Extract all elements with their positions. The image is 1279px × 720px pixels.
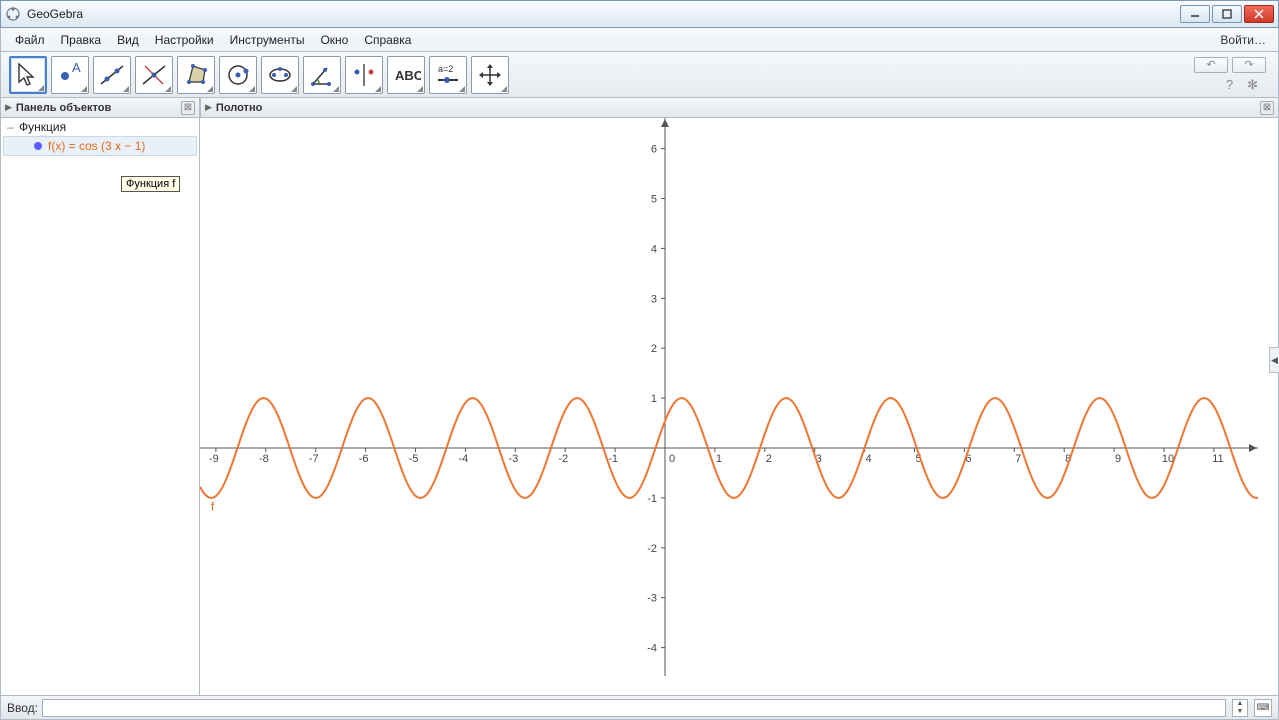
input-history-stepper[interactable]: ▲▼ bbox=[1232, 699, 1248, 717]
toolbar-right: ↶ ↷ ? ✻ bbox=[1194, 57, 1266, 93]
tool-text[interactable]: ABC bbox=[387, 56, 425, 94]
close-button[interactable] bbox=[1244, 5, 1274, 23]
svg-text:1: 1 bbox=[651, 393, 657, 405]
graphics-panel-close[interactable]: ⊠ bbox=[1260, 101, 1274, 115]
svg-text:2: 2 bbox=[766, 453, 772, 465]
svg-text:2: 2 bbox=[651, 343, 657, 355]
menubar: ФайлПравкаВидНастройкиИнструментыОкноСпр… bbox=[0, 28, 1279, 52]
menu-item-Окно[interactable]: Окно bbox=[312, 31, 356, 49]
menu-item-Справка[interactable]: Справка bbox=[356, 31, 419, 49]
svg-text:4: 4 bbox=[651, 243, 657, 255]
svg-text:-1: -1 bbox=[647, 493, 657, 505]
keyboard-button[interactable]: ⌨ bbox=[1254, 699, 1272, 717]
svg-text:-2: -2 bbox=[558, 453, 568, 465]
window-controls bbox=[1180, 5, 1274, 23]
menu-item-Файл[interactable]: Файл bbox=[7, 31, 53, 49]
input-label: Ввод: bbox=[7, 701, 38, 715]
svg-text:a=2: a=2 bbox=[438, 64, 453, 74]
svg-text:7: 7 bbox=[1015, 453, 1021, 465]
tool-polygon[interactable] bbox=[177, 56, 215, 94]
svg-text:-7: -7 bbox=[309, 453, 319, 465]
menu-item-Вид[interactable]: Вид bbox=[109, 31, 147, 49]
svg-text:1: 1 bbox=[716, 453, 722, 465]
disclosure-icon[interactable]: ▶ bbox=[5, 102, 12, 113]
tool-circle[interactable] bbox=[219, 56, 257, 94]
svg-text:-5: -5 bbox=[409, 453, 419, 465]
window-title: GeoGebra bbox=[27, 7, 1180, 21]
tool-transform[interactable] bbox=[345, 56, 383, 94]
svg-text:-1: -1 bbox=[608, 453, 618, 465]
command-input[interactable] bbox=[42, 699, 1226, 717]
svg-text:9: 9 bbox=[1115, 453, 1121, 465]
menu-item-Правка[interactable]: Правка bbox=[53, 31, 110, 49]
maximize-button[interactable] bbox=[1212, 5, 1242, 23]
svg-text:11: 11 bbox=[1212, 453, 1223, 465]
input-bar: Ввод: ▲▼ ⌨ bbox=[0, 696, 1279, 720]
tree-category[interactable]: Функция bbox=[1, 118, 199, 136]
algebra-panel-header: ▶ Панель объектов ⊠ bbox=[0, 98, 200, 118]
svg-text:-2: -2 bbox=[647, 543, 657, 555]
svg-text:-4: -4 bbox=[459, 453, 469, 465]
svg-text:A: A bbox=[72, 60, 81, 75]
svg-text:-3: -3 bbox=[508, 453, 518, 465]
tool-slider[interactable]: a=2 bbox=[429, 56, 467, 94]
graphics-panel-title: Полотно bbox=[216, 102, 1260, 114]
svg-text:-4: -4 bbox=[647, 643, 657, 655]
tool-perpendicular[interactable] bbox=[135, 56, 173, 94]
graphics-canvas[interactable]: -9-8-7-6-5-4-3-2-101234567891011-4-3-2-1… bbox=[200, 118, 1279, 696]
undo-button[interactable]: ↶ bbox=[1194, 57, 1228, 73]
function-formula: f(x) = cos (3 x − 1) bbox=[48, 139, 145, 153]
svg-text:5: 5 bbox=[651, 194, 657, 206]
svg-text:ABC: ABC bbox=[395, 68, 421, 83]
tooltip: Функция f bbox=[121, 176, 180, 192]
login-link[interactable]: Войти… bbox=[1214, 31, 1272, 49]
svg-text:-3: -3 bbox=[647, 593, 657, 605]
svg-text:4: 4 bbox=[866, 453, 872, 465]
toolbar: A ABC a=2 ↶ ↷ ? ✻ bbox=[0, 52, 1279, 98]
tool-move-view[interactable] bbox=[471, 56, 509, 94]
algebra-panel-close[interactable]: ⊠ bbox=[181, 101, 195, 115]
panel-headers: ▶ Панель объектов ⊠ ▶ Полотно ⊠ bbox=[0, 98, 1279, 118]
graphics-panel-header: ▶ Полотно ⊠ bbox=[200, 98, 1279, 118]
svg-text:-9: -9 bbox=[209, 453, 219, 465]
svg-text:3: 3 bbox=[651, 293, 657, 305]
tool-conic[interactable] bbox=[261, 56, 299, 94]
svg-text:-8: -8 bbox=[259, 453, 269, 465]
menu-item-Настройки[interactable]: Настройки bbox=[147, 31, 222, 49]
disclosure-icon[interactable]: ▶ bbox=[205, 102, 212, 113]
minimize-button[interactable] bbox=[1180, 5, 1210, 23]
settings-icon[interactable]: ✻ bbox=[1247, 77, 1258, 93]
tree-item-function[interactable]: f(x) = cos (3 x − 1) bbox=[3, 136, 197, 156]
svg-text:0: 0 bbox=[669, 453, 675, 465]
tool-line[interactable] bbox=[93, 56, 131, 94]
svg-text:f: f bbox=[211, 499, 215, 513]
titlebar: GeoGebra bbox=[0, 0, 1279, 28]
svg-text:6: 6 bbox=[651, 144, 657, 156]
content: Функция f(x) = cos (3 x − 1) Функция f -… bbox=[0, 118, 1279, 696]
svg-text:-6: -6 bbox=[359, 453, 369, 465]
tool-point[interactable]: A bbox=[51, 56, 89, 94]
right-collapse-tab[interactable]: ◀ bbox=[1269, 347, 1279, 373]
algebra-panel: Функция f(x) = cos (3 x − 1) Функция f bbox=[0, 118, 200, 696]
tool-angle[interactable] bbox=[303, 56, 341, 94]
redo-button[interactable]: ↷ bbox=[1232, 57, 1266, 73]
algebra-panel-title: Панель объектов bbox=[16, 102, 181, 114]
tool-move[interactable] bbox=[9, 56, 47, 94]
app-icon bbox=[5, 6, 21, 22]
menu-item-Инструменты[interactable]: Инструменты bbox=[222, 31, 313, 49]
visibility-dot-icon[interactable] bbox=[34, 142, 42, 150]
help-icon[interactable]: ? bbox=[1226, 77, 1233, 93]
